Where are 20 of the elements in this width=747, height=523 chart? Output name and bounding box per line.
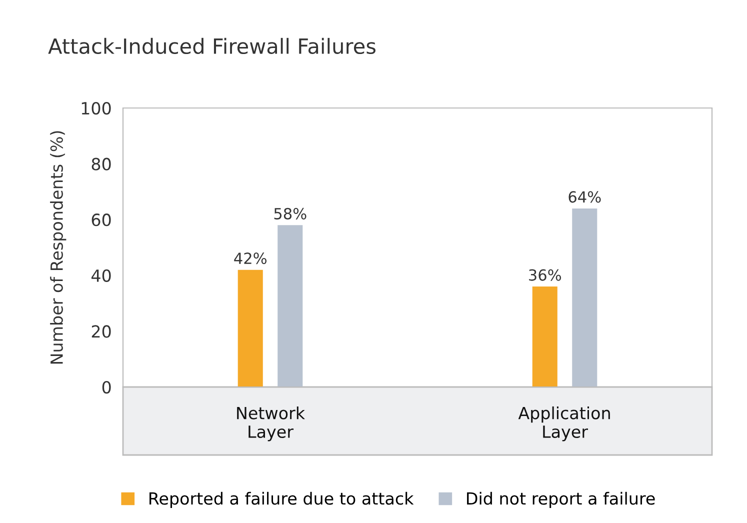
y-tick-label: 40 — [91, 269, 111, 282]
legend-label: Did not report a failure — [467, 492, 655, 508]
y-tick-label: 80 — [92, 158, 111, 170]
x-tick-label: Network Layer — [237, 406, 305, 442]
y-tick-label: 100 — [82, 102, 111, 115]
bar — [238, 270, 263, 387]
y-tick-label: 20 — [92, 325, 111, 338]
data-label: 64% — [568, 191, 601, 203]
bar — [532, 286, 558, 387]
y-tick-label: 0 — [102, 380, 111, 394]
data-label: 36% — [529, 269, 562, 281]
data-label: 42% — [234, 252, 267, 264]
data-label: 58% — [274, 208, 306, 220]
x-tick-label: Application Layer — [518, 406, 610, 442]
bar — [278, 225, 303, 387]
chart-title: Attack-Induced Firewall Failures — [48, 38, 376, 54]
bar — [572, 208, 598, 387]
y-axis-title: Number of Respondents (%) — [50, 131, 66, 364]
legend-label: Reported a failure due to attack — [150, 492, 414, 508]
y-tick-label: 60 — [92, 214, 111, 226]
